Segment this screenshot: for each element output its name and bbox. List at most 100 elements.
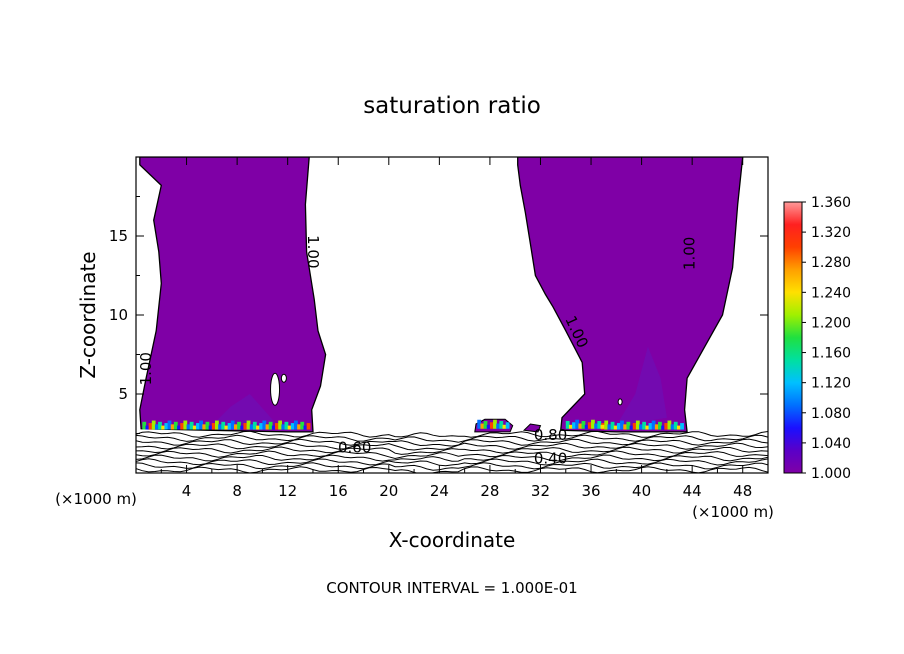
supersaturation-cell — [221, 421, 226, 430]
colorbar-tick-label: 1.280 — [811, 255, 851, 271]
supersaturation-cell — [268, 421, 273, 430]
supersaturation-cell — [565, 421, 570, 429]
supersaturation-cell — [227, 423, 232, 430]
supersaturation-cell — [591, 419, 595, 429]
contour-line — [136, 442, 768, 451]
contour-line — [136, 458, 768, 467]
contour-line — [136, 466, 768, 473]
supersaturation-cell — [306, 423, 311, 430]
contour-lines — [136, 430, 768, 473]
contour-label: 1.00 — [304, 235, 322, 268]
contour-line — [136, 434, 768, 443]
supersaturation-cell — [680, 423, 684, 430]
contour-interval-note: CONTOUR INTERVAL = 1.000E-01 — [326, 579, 577, 597]
supersaturation-cell — [215, 420, 219, 430]
supersaturation-cell — [271, 425, 276, 430]
unsaturated-hole — [270, 372, 281, 406]
supersaturation-cell — [205, 421, 210, 430]
contour-label: 0.60 — [338, 438, 371, 456]
supersaturation-cell — [629, 425, 634, 430]
contour-line — [136, 462, 768, 471]
right-saturated-column — [517, 157, 744, 433]
x-tick-label: 12 — [278, 482, 297, 500]
supersaturation-cell — [489, 422, 494, 429]
supersaturation-cell — [642, 421, 647, 430]
x-tick-label: 20 — [379, 482, 398, 500]
supersaturation-cell — [145, 425, 150, 430]
supersaturation-cell — [584, 424, 589, 429]
supersaturation-cell — [278, 420, 282, 430]
supersaturation-cell — [252, 421, 257, 430]
supersaturation-cell — [300, 421, 305, 430]
supersaturation-cell — [639, 424, 643, 430]
x-axis-label: X-coordinate — [389, 528, 516, 552]
supersaturation-cell — [600, 424, 605, 429]
contour-line — [136, 454, 768, 462]
supersaturation-cell — [249, 424, 254, 430]
supersaturation-cell — [246, 420, 251, 430]
supersaturation-cell — [237, 421, 241, 430]
supersaturation-cell — [664, 423, 669, 430]
supersaturation-cell — [256, 425, 260, 430]
supersaturation-cell — [613, 425, 618, 430]
supersaturation-cell — [170, 424, 175, 430]
x-axis: 4 8 12 16 20 24 28 32 36 40 44 48 — [160, 157, 752, 500]
inner-shading — [616, 346, 667, 426]
supersaturation-cell — [211, 423, 216, 430]
supersaturation-cell — [199, 420, 203, 430]
supersaturation-cell — [290, 423, 295, 430]
x-tick-label: 4 — [182, 482, 192, 500]
supersaturation-cell — [218, 424, 222, 430]
small-saturated-patch — [522, 423, 542, 433]
supersaturation-cell — [230, 420, 235, 430]
inner-shading — [211, 394, 275, 426]
y-tick-label: 15 — [109, 227, 128, 245]
colorbar-tick-label: 1.240 — [811, 285, 851, 301]
colorbar-tick-label: 1.320 — [811, 225, 851, 241]
x-tick-label: 8 — [232, 482, 242, 500]
supersaturation-cell — [281, 424, 286, 430]
contour-label: 0.40 — [534, 450, 567, 468]
supersaturation-cell — [578, 423, 583, 429]
x-tick-label: 16 — [329, 482, 348, 500]
supersaturation-cell — [154, 424, 159, 430]
x-tick-label: 40 — [632, 482, 651, 500]
colorbar-ticks: 1.360 1.320 1.280 1.240 1.200 1.160 1.120 1.080… — [802, 195, 851, 482]
supersaturation-cell — [183, 420, 188, 430]
supersaturation-cell — [297, 424, 301, 430]
unsaturated-hole — [280, 373, 287, 383]
supersaturation-cell — [610, 421, 615, 430]
supersaturation-cell — [180, 423, 185, 430]
supersaturation-cell — [177, 425, 181, 430]
supersaturation-cell — [259, 423, 264, 430]
colorbar-tick-label: 1.120 — [811, 376, 851, 392]
supersaturation-cell — [654, 424, 659, 430]
supersaturation-cell — [670, 424, 675, 430]
x-tick-label: 28 — [480, 482, 499, 500]
supersaturation-cell — [658, 421, 662, 430]
supersaturation-cell — [287, 425, 292, 430]
x-tick-label: 48 — [733, 482, 752, 500]
supersaturation-cell — [240, 425, 245, 430]
supersaturation-cell — [483, 421, 488, 429]
supersaturation-cell — [597, 421, 602, 429]
x-unit-note-left: (×1000 m) — [55, 490, 137, 508]
supersaturation-cell — [192, 425, 197, 430]
contour-label: 1.00 — [681, 237, 699, 270]
supersaturation-cell — [496, 423, 501, 429]
supersaturation-cell — [616, 423, 621, 430]
supersaturation-cell — [632, 423, 637, 430]
colorbar-tick-label: 1.200 — [811, 315, 851, 331]
supersaturation-cell — [645, 425, 650, 430]
contour-label: 0.80 — [534, 426, 567, 444]
colorbar-tick-label: 1.160 — [811, 346, 851, 362]
contour-line — [136, 450, 768, 460]
colorbar-tick-label: 1.000 — [811, 466, 851, 482]
x-unit-note-right: (×1000 m) — [692, 503, 774, 521]
supersaturation-cell — [626, 421, 631, 430]
supersaturation-cell — [568, 424, 573, 429]
supersaturation-cell — [572, 422, 576, 429]
supersaturation-cell — [173, 421, 178, 430]
supersaturation-cell — [604, 420, 609, 430]
